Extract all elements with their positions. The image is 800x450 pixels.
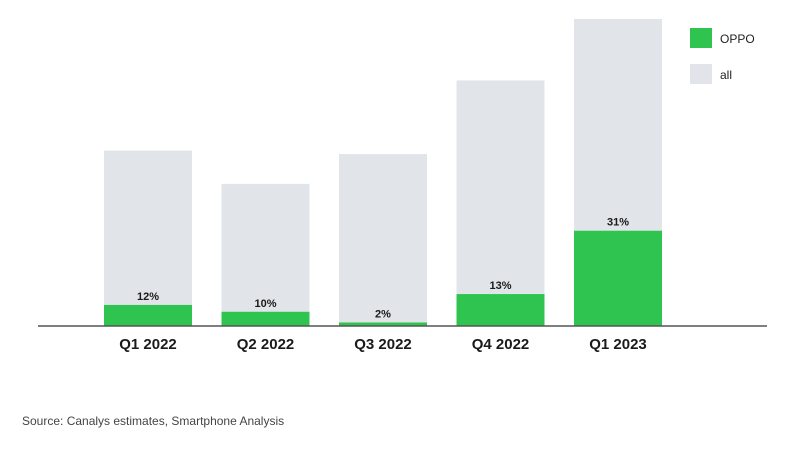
bar-oppo-1 — [221, 311, 310, 326]
oppo-bars — [104, 230, 662, 326]
data-label-2: 2% — [375, 308, 391, 320]
bar-oppo-4 — [574, 230, 662, 326]
bar-oppo-3 — [456, 294, 545, 326]
bar-oppo-2 — [339, 322, 427, 326]
legend-swatch-all — [690, 64, 712, 84]
category-labels: Q1 2022 Q2 2022 Q3 2022 Q4 2022 Q1 2023 — [119, 336, 647, 353]
bar-all-0 — [104, 150, 192, 326]
bar-all-2 — [339, 154, 427, 326]
data-label-4: 31% — [607, 217, 629, 229]
data-label-3: 13% — [489, 280, 511, 292]
legend-swatch-oppo — [690, 28, 712, 48]
bar-all-3 — [456, 80, 545, 327]
legend-label-oppo: OPPO — [720, 32, 755, 46]
category-label-0: Q1 2022 — [119, 336, 177, 353]
bar-oppo-0 — [104, 304, 192, 326]
category-label-2: Q3 2022 — [354, 336, 412, 353]
category-label-4: Q1 2023 — [589, 336, 647, 353]
category-label-3: Q4 2022 — [472, 336, 530, 353]
data-labels: 12% 10% 2% 13% 31% — [137, 217, 629, 321]
legend-label-all: all — [720, 68, 732, 82]
legend: OPPO all — [690, 28, 755, 84]
data-label-0: 12% — [137, 291, 159, 303]
bar-all-1 — [221, 183, 310, 326]
data-label-1: 10% — [254, 298, 276, 310]
category-label-1: Q2 2022 — [237, 336, 295, 353]
source-note: Source: Canalys estimates, Smartphone An… — [22, 414, 285, 428]
